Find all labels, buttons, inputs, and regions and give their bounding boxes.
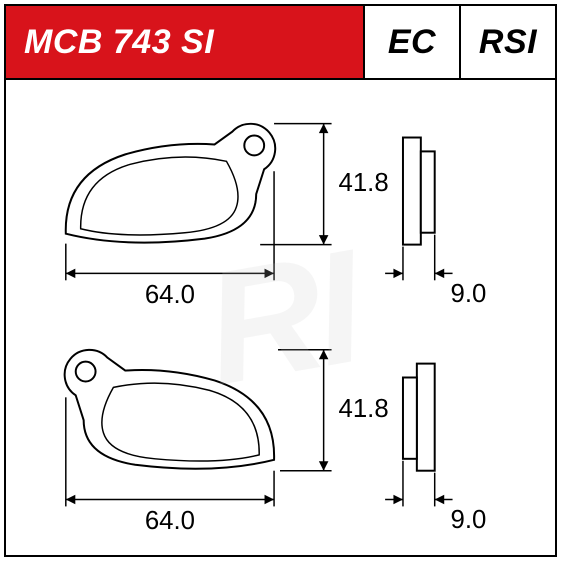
pad-bottom-thickness-label: 9.0 xyxy=(451,506,487,534)
diagram-area: RI xyxy=(6,80,555,555)
pad-top-thickness-label: 9.0 xyxy=(451,280,487,308)
pad-top-height-label: 41.8 xyxy=(339,169,389,197)
header-main: MCB 743 SI xyxy=(6,6,363,78)
technical-drawing-svg: 64.0 41.8 9.0 xyxy=(6,80,555,555)
diagram-frame: MCB 743 SI EC RSI RI xyxy=(4,4,557,557)
pad-bottom-side xyxy=(403,364,435,471)
pad-bottom-height-label: 41.8 xyxy=(339,395,389,423)
brake-pad-bottom: 64.0 41.8 9.0 xyxy=(65,350,487,535)
header-sub-rsi: RSI xyxy=(459,6,555,78)
header-row: MCB 743 SI EC RSI xyxy=(6,6,555,80)
pad-top-width-label: 64.0 xyxy=(145,281,195,309)
header-sub-ec: EC xyxy=(363,6,459,78)
pad-top-side xyxy=(403,138,435,245)
pad-top-hole xyxy=(244,136,264,156)
pad-bottom-hole xyxy=(76,362,96,382)
brake-pad-top: 64.0 41.8 9.0 xyxy=(66,124,487,309)
pad-bottom-width-label: 64.0 xyxy=(145,507,195,535)
